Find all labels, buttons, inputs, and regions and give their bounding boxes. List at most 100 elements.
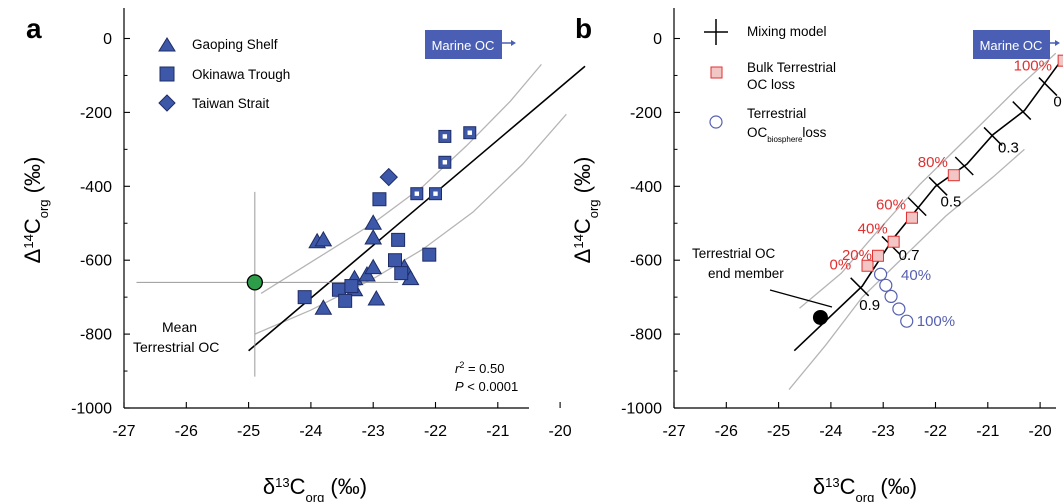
panel-a-y-axis-title: Δ14Corg (‰) <box>20 157 51 264</box>
panel-b: b -27 -26 -25 -24 -23 -22 -21 -200-200-400-600-… <box>570 8 1063 502</box>
legend-square-icon <box>159 66 175 82</box>
mixing-model-crossticks <box>850 77 1058 297</box>
panel-a-points <box>297 126 477 315</box>
mixing-fraction-label: 0.9 <box>859 297 880 314</box>
panel-a-legend: Gaoping Shelf Okinawa Trough Taiwan Stra… <box>158 37 290 112</box>
panel-a-ticks: -27 -26 -25 -24 -23 -22 -21 -200-200-400-600-80… <box>71 31 572 440</box>
legend-bulk-line1: Bulk Terrestrial <box>747 60 836 75</box>
panel-b-marine-oc-label: Marine OC <box>980 38 1043 53</box>
bulk-loss-label: 20% <box>842 247 872 264</box>
x-tick-label: -21 <box>976 423 999 440</box>
y-tick-label: -600 <box>80 253 112 270</box>
okinawa-dotted-point-center <box>467 130 472 135</box>
x-tick-label: -26 <box>715 423 738 440</box>
panel-b-y-axis-title: Δ14Corg (‰) <box>570 157 601 264</box>
panel-a-marine-oc-box <box>425 30 502 59</box>
bulk-loss-point <box>861 259 874 272</box>
x-tick-label: -27 <box>112 423 135 440</box>
panel-b-confidence-lower <box>788 148 1025 390</box>
panel-b-x-axis-title: δ13Corg (‰) <box>813 474 917 502</box>
x-tick-label: -24 <box>819 423 842 440</box>
okinawa-dotted-point-center <box>433 191 438 196</box>
biosphere-loss-point <box>884 289 898 304</box>
gaoping-shelf-point <box>367 289 386 306</box>
panel-a-confidence-upper <box>260 63 542 295</box>
legend-bulk-line2: OC loss <box>747 77 795 92</box>
panel-a: a -27 -26 -25 -24 -23 -22 -21 -200-200-400-600-… <box>20 8 586 502</box>
mixing-crosstick <box>954 156 974 176</box>
terrestrial-end-member-point <box>812 309 828 325</box>
mixing-crosstick <box>850 277 870 297</box>
okinawa-trough-point <box>391 232 406 247</box>
x-tick-label: -20 <box>1029 423 1052 440</box>
mixing-crosstick <box>928 176 948 196</box>
panel-a-x-axis-title: δ13Corg (‰) <box>263 474 367 502</box>
biosphere-loss-label: 100% <box>917 313 955 330</box>
y-tick-label: -600 <box>630 253 662 270</box>
okinawa-trough-point <box>394 266 409 281</box>
y-tick-label: 0 <box>103 31 112 48</box>
panel-b-point-labels: 0%20% 40% 60% 80% 100% 40% 100% 0.9 0.7 0.5 0.3 0.1 <box>830 58 1063 330</box>
panel-b-ticks: -27 -26 -25 -24 -23 -22 -21 -200-200-400-600-80… <box>621 31 1052 440</box>
panel-b-confidence-upper <box>799 52 1057 309</box>
legend-bulk-icon <box>710 66 723 79</box>
bulk-loss-point <box>905 211 918 224</box>
gaoping-shelf-point <box>314 299 333 315</box>
mixing-model-line <box>793 60 1062 352</box>
gaoping-shelf-point <box>364 229 383 245</box>
okinawa-dotted-point-center <box>442 134 448 139</box>
biosphere-loss-label: 40% <box>901 267 931 284</box>
end-member-label-line1: Terrestrial OC <box>692 246 776 261</box>
legend-bio-line2: OCbiosphereloss <box>747 125 827 144</box>
bulk-loss-label: 0% <box>830 257 852 274</box>
y-tick-label: -200 <box>630 105 662 122</box>
mean-label-line1: Mean <box>162 319 197 335</box>
panel-a-marine-oc-label: Marine OC <box>432 38 495 53</box>
bulk-loss-label: 60% <box>876 197 906 214</box>
panel-b-label: b <box>575 13 592 44</box>
mixing-fraction-label: 0.7 <box>899 247 920 264</box>
bulk-loss-point <box>871 249 884 262</box>
okinawa-trough-point <box>422 247 437 262</box>
x-tick-label: -26 <box>175 423 198 440</box>
bulk-loss-label: 100% <box>1014 58 1052 75</box>
y-tick-label: -1000 <box>71 401 112 418</box>
okinawa-dotted-point-center <box>442 160 448 165</box>
y-tick-label: 0 <box>653 31 662 48</box>
biosphere-loss-point <box>873 267 888 281</box>
bulk-loss-point <box>1057 54 1063 67</box>
gaoping-shelf-point <box>314 230 333 247</box>
mixing-fraction-label: 0.1 <box>1053 94 1063 111</box>
panel-b-points <box>861 54 1063 328</box>
x-tick-label: -21 <box>486 423 509 440</box>
x-tick-label: -22 <box>924 423 947 440</box>
legend-triangle-icon <box>158 37 176 52</box>
bulk-loss-label: 40% <box>858 221 888 238</box>
mixing-crosstick <box>1038 77 1058 97</box>
biosphere-loss-point <box>892 302 906 316</box>
y-tick-label: -400 <box>630 179 662 196</box>
mixing-fraction-label: 0.5 <box>941 193 962 210</box>
legend-bio-line1: Terrestrial <box>747 106 806 121</box>
panel-b-legend: Mixing model Bulk Terrestrial OC loss Te… <box>704 19 836 144</box>
biosphere-loss-point <box>879 278 893 292</box>
end-member-pointer-line <box>769 289 833 308</box>
okinawa-trough-point <box>372 192 387 207</box>
bulk-loss-point <box>887 235 900 248</box>
legend-mixing-label: Mixing model <box>747 24 827 39</box>
okinawa-dotted-point-center <box>414 191 420 196</box>
mean-label-line2: Terrestrial OC <box>133 339 219 355</box>
okinawa-trough-point <box>297 290 312 305</box>
panel-a-label: a <box>26 13 42 44</box>
y-tick-label: -400 <box>80 179 112 196</box>
x-tick-label: -23 <box>872 423 895 440</box>
okinawa-trough-point <box>344 279 359 294</box>
legend-gaoping: Gaoping Shelf <box>192 37 278 52</box>
bulk-loss-point <box>947 169 960 182</box>
x-tick-label: -25 <box>237 423 260 440</box>
mean-terrestrial-point <box>246 274 263 291</box>
mixing-crosstick <box>907 197 927 217</box>
okinawa-trough-point <box>388 253 403 268</box>
y-tick-label: -1000 <box>621 401 662 418</box>
